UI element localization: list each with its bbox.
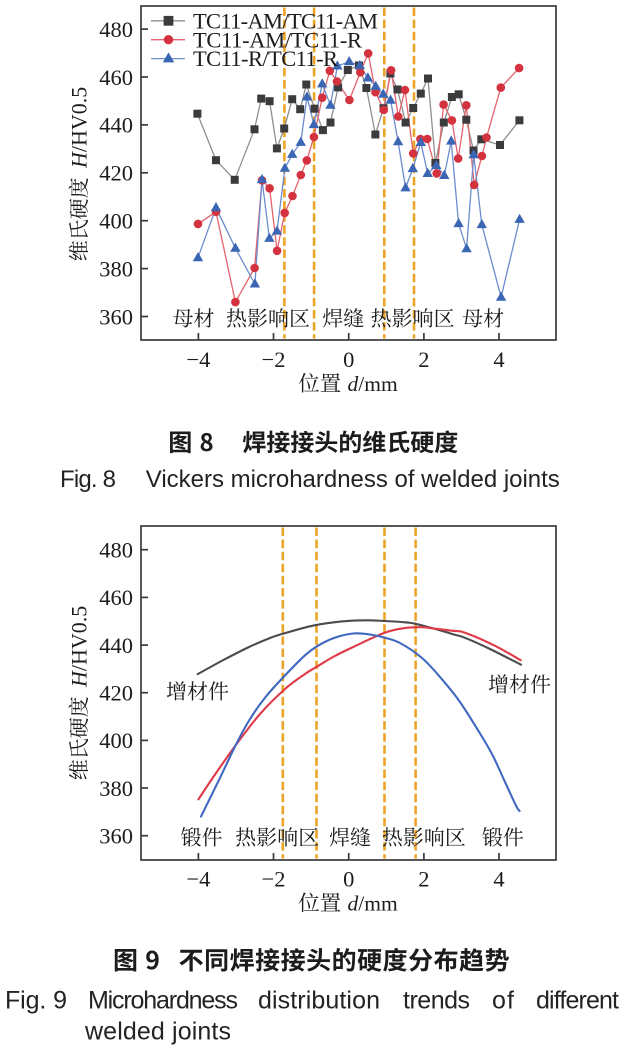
- svg-text:−4: −4: [186, 867, 210, 892]
- svg-text:−2: −2: [262, 347, 286, 372]
- svg-text:460: 460: [99, 65, 133, 90]
- svg-text:400: 400: [99, 209, 133, 234]
- svg-text:Fig. 9: Fig. 9: [5, 986, 67, 1014]
- svg-text:2: 2: [418, 347, 429, 372]
- svg-text:0: 0: [343, 347, 354, 372]
- svg-text:distribution: distribution: [258, 986, 380, 1014]
- svg-text:420: 420: [99, 161, 133, 186]
- svg-text:480: 480: [99, 538, 133, 563]
- svg-text:welded joints: welded joints: [84, 1017, 231, 1045]
- svg-text:380: 380: [99, 256, 133, 281]
- svg-text:440: 440: [99, 113, 133, 138]
- svg-text:Fig. 8: Fig. 8: [60, 466, 116, 493]
- svg-text:360: 360: [99, 304, 133, 329]
- svg-text:440: 440: [99, 633, 133, 658]
- svg-text:d/mm: d/mm: [348, 372, 398, 396]
- svg-text:360: 360: [99, 824, 133, 849]
- svg-text:4: 4: [493, 347, 504, 372]
- svg-text:420: 420: [99, 681, 133, 706]
- svg-text:of: of: [492, 986, 514, 1014]
- svg-text:Vickers microhardness of welde: Vickers microhardness of welded joints: [146, 466, 560, 493]
- svg-text:380: 380: [99, 776, 133, 801]
- svg-text:different: different: [536, 986, 619, 1014]
- svg-text:460: 460: [99, 585, 133, 610]
- svg-text:Microhardness: Microhardness: [88, 986, 238, 1014]
- svg-text:480: 480: [99, 17, 133, 42]
- svg-text:0: 0: [343, 867, 354, 892]
- svg-text:4: 4: [493, 867, 504, 892]
- svg-text:TC11-R/TC11-R: TC11-R/TC11-R: [193, 46, 338, 71]
- svg-text:TC11-AM/TC11-R: TC11-AM/TC11-R: [193, 27, 362, 52]
- svg-text:trends: trends: [403, 986, 470, 1014]
- svg-text:400: 400: [99, 728, 133, 753]
- svg-text:−4: −4: [186, 347, 210, 372]
- svg-text:H/HV0.5: H/HV0.5: [67, 606, 92, 688]
- svg-text:2: 2: [418, 867, 429, 892]
- svg-text:−2: −2: [262, 867, 286, 892]
- svg-text:d/mm: d/mm: [348, 892, 398, 916]
- svg-text:H/HV0.5: H/HV0.5: [67, 87, 92, 169]
- svg-text:TC11-AM/TC11-AM: TC11-AM/TC11-AM: [193, 8, 378, 33]
